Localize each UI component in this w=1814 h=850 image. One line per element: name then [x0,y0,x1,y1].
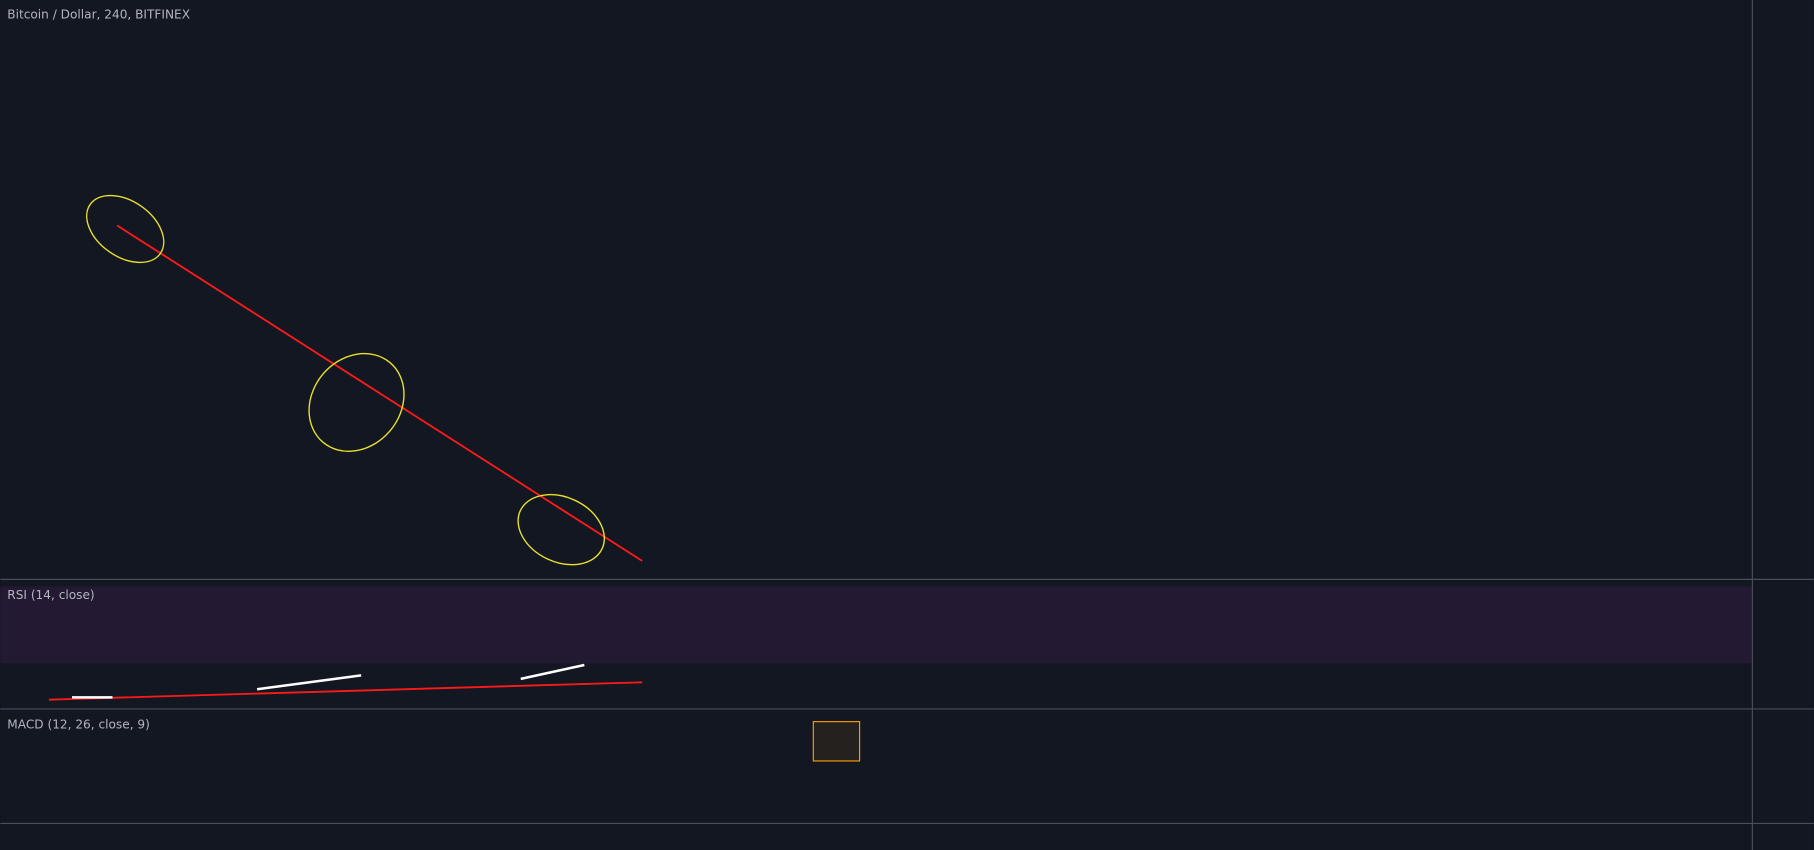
trend-line [116,224,643,562]
symbol-title: Bitcoin / Dollar, 240, BITFINEX [7,8,190,22]
rsi-divergence-line [520,663,585,681]
rsi-band-fill [0,586,1753,664]
rsi-divergence-line [256,674,362,691]
rsi-title: RSI (14, close) [7,588,94,602]
highlight-box [812,721,861,762]
highlight-ellipse [517,493,606,566]
highlight-ellipse [308,352,405,453]
macd-title: MACD (12, 26, close, 9) [7,718,150,732]
rsi-trend-line [48,681,643,701]
highlight-ellipse [86,194,165,264]
